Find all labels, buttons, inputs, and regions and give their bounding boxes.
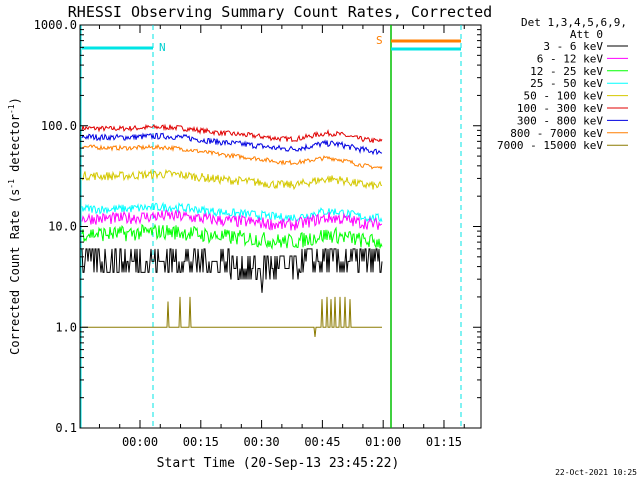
s-label: S	[376, 34, 383, 47]
legend-label: 800 - 7000 keV	[510, 127, 603, 140]
y-tick-label: 1.0	[55, 320, 77, 334]
legend-label: 25 - 50 keV	[530, 77, 603, 90]
legend-label: 7000 - 15000 keV	[497, 139, 603, 152]
x-tick-label: 01:15	[426, 435, 462, 449]
series-line	[81, 209, 383, 231]
series-line	[81, 201, 383, 223]
legend-label: 6 - 12 keV	[537, 52, 604, 65]
overlay-lines	[80, 25, 462, 428]
legend-label: 300 - 800 keV	[517, 114, 603, 127]
series-line	[81, 168, 383, 191]
legend-label: 100 - 300 keV	[517, 102, 603, 115]
x-tick-label: 00:45	[304, 435, 340, 449]
series-line	[81, 248, 383, 293]
series-line	[82, 296, 382, 338]
y-tick-label: 10.0	[48, 220, 77, 234]
plot-frame	[79, 24, 482, 429]
y-label-sup2: -1	[7, 104, 16, 114]
y-tick-label: 100.0	[41, 119, 77, 133]
y-label-mid: detector	[8, 114, 22, 179]
chart-title: RHESSI Observing Summary Count Rates, Co…	[68, 3, 492, 21]
x-tick-label: 01:00	[365, 435, 401, 449]
x-tick-label: 00:00	[122, 435, 158, 449]
y-label-main: Corrected Count Rate (s	[8, 189, 22, 355]
legend-label: 3 - 6 keV	[543, 40, 603, 53]
series-line	[81, 123, 383, 143]
series-line	[81, 132, 383, 156]
x-tick-label: 00:30	[244, 435, 280, 449]
legend-label: 12 - 25 keV	[530, 65, 603, 78]
y-tick-label: 1000.0	[34, 18, 77, 32]
y-tick-label: 0.1	[55, 421, 77, 435]
x-tick-label: 00:15	[183, 435, 219, 449]
series-line	[81, 223, 383, 251]
y-label-sup1: -1	[7, 179, 16, 189]
y-label-end: )	[8, 97, 22, 104]
n-label: N	[159, 41, 166, 54]
plot-area	[79, 24, 482, 429]
legend-header-1: Det 1,3,4,5,6,9,	[521, 16, 627, 29]
legend-label: 50 - 100 keV	[524, 90, 604, 103]
series-group	[81, 123, 383, 338]
y-axis-label: Corrected Count Rate (s-1 detector-1)	[7, 97, 22, 355]
series-line	[81, 143, 383, 170]
legend-header-2: Att 0	[570, 28, 603, 41]
timestamp: 22-Oct-2021 10:25	[555, 468, 637, 477]
x-axis-label: Start Time (20-Sep-13 23:45:22)	[157, 456, 400, 471]
y-axis: 0.1 1.0 10.0 100.0 1000.0	[34, 18, 481, 435]
x-axis: 00:00 00:15 00:30 00:45 01:00 01:15	[98, 25, 465, 449]
